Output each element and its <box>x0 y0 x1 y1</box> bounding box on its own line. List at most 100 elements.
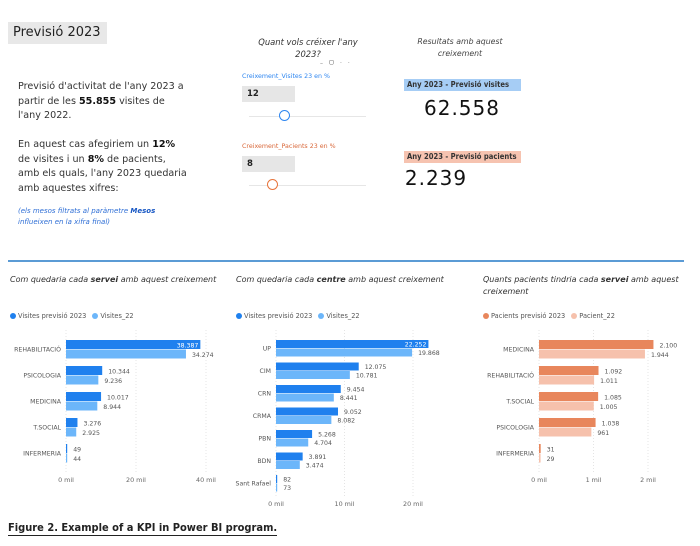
data-label: 38.387 <box>177 343 199 350</box>
visits-growth-percent: 12% <box>152 139 176 150</box>
legend-label: Visites previsió 2023 <box>18 312 87 320</box>
bar[interactable] <box>276 452 303 461</box>
bar[interactable] <box>539 444 541 453</box>
legend-item[interactable]: Visites_22 <box>92 312 134 320</box>
patients-growth-input[interactable]: 8 <box>242 156 295 172</box>
bar[interactable] <box>539 375 595 385</box>
visits-2022-value: 55.855 <box>79 95 117 107</box>
legend-dot-icon <box>236 313 242 319</box>
data-label: 19.868 <box>418 350 440 357</box>
title-bold: servei <box>90 275 119 284</box>
legend-label: Visites_22 <box>100 312 134 320</box>
data-label: 49 <box>73 447 81 454</box>
bar[interactable] <box>66 418 78 427</box>
bar[interactable] <box>66 375 99 385</box>
bar[interactable] <box>66 366 103 375</box>
category-label: CRMA <box>253 413 272 420</box>
bar[interactable] <box>539 366 599 375</box>
bar[interactable] <box>276 371 350 379</box>
bar[interactable] <box>276 438 309 447</box>
intro-text: Previsió d'activitat de l'any 2023 a par… <box>18 81 184 107</box>
data-label: 8.082 <box>337 418 355 425</box>
bar[interactable] <box>539 418 596 427</box>
x-tick-label: 2 mil <box>640 476 656 484</box>
bar[interactable] <box>276 461 300 469</box>
intro-paragraph-1: Previsió d'activitat de l'any 2023 a par… <box>18 80 188 124</box>
x-tick-label: 10 mil <box>335 500 355 508</box>
bar[interactable] <box>276 430 313 438</box>
intro-text: de visites i un <box>18 153 88 165</box>
bar[interactable] <box>276 385 341 393</box>
x-tick-label: 1 mil <box>586 476 602 484</box>
legend-label: Pacient_22 <box>579 312 615 320</box>
bar[interactable] <box>276 340 429 348</box>
bar[interactable] <box>276 348 413 357</box>
bar[interactable] <box>66 392 102 401</box>
section-divider <box>8 260 684 262</box>
data-label: 44 <box>73 456 81 463</box>
data-label: 4.704 <box>314 440 332 447</box>
intro-text: En aquest cas afegiriem un <box>18 139 153 150</box>
legend-item[interactable]: Visites_22 <box>318 312 360 320</box>
legend-dot-icon <box>571 313 578 319</box>
category-label: MEDICINA <box>30 399 62 406</box>
filter-icon[interactable]: ᗜ <box>329 60 340 67</box>
bar[interactable] <box>539 453 541 463</box>
bar[interactable] <box>66 427 77 437</box>
visits-growth-slider-track[interactable] <box>249 116 366 117</box>
bar[interactable] <box>66 340 201 349</box>
visits-growth-input[interactable]: 12 <box>242 86 295 102</box>
x-tick-label: 0 mil <box>268 500 284 508</box>
x-tick-label: 40 mil <box>196 476 216 484</box>
bar[interactable] <box>276 393 334 402</box>
growth-question-title: Quant vols créixer l'any 2023? <box>258 37 358 59</box>
legend-item[interactable]: Visites previsió 2023 <box>236 312 312 320</box>
patients-growth-slider-track[interactable] <box>249 185 366 186</box>
category-label: MEDICINA <box>503 347 535 354</box>
drag-handle-icon[interactable]: – <box>320 60 329 67</box>
title-text: Com quedaria cada <box>10 275 91 284</box>
category-label: UP <box>263 346 272 353</box>
bar[interactable] <box>539 401 594 411</box>
bar[interactable] <box>66 444 68 453</box>
bar[interactable] <box>539 392 599 401</box>
data-label: 10.781 <box>356 373 378 380</box>
chart-centres-visits-title: Com quedaria cada centre amb aquest crei… <box>236 274 456 286</box>
bar[interactable] <box>276 362 359 371</box>
bar[interactable] <box>276 483 278 492</box>
bar[interactable] <box>66 401 98 411</box>
legend-label: Visites_22 <box>326 312 360 320</box>
category-label: PBN <box>258 436 271 443</box>
data-label: 1.085 <box>604 395 622 402</box>
visual-header-icons: –ᗜ·· <box>320 60 356 68</box>
bar[interactable] <box>539 349 645 359</box>
more-options-icon[interactable]: ·· <box>339 60 356 67</box>
legend-item[interactable]: Visites previsió 2023 <box>10 312 86 320</box>
chart-centres-visits-legend: Visites previsió 2023 Visites_22 <box>236 312 363 320</box>
legend-label: Visites previsió 2023 <box>244 312 313 320</box>
note-months-param: Mesos <box>130 207 156 215</box>
legend-dot-icon <box>483 313 489 319</box>
chart-services-visits: 0 mil 20 mil 40 mil REHABILITACIÓ 38.387 34.2… <box>14 330 216 484</box>
legend-item[interactable]: Pacients previsió 2023 <box>483 312 565 320</box>
visits-kpi-value: 62.558 <box>424 96 500 120</box>
legend-label: Pacients previsió 2023 <box>491 312 566 320</box>
data-label: 34.274 <box>192 352 214 359</box>
bar[interactable] <box>66 453 68 463</box>
patients-growth-slider-thumb[interactable] <box>267 179 279 190</box>
legend-item[interactable]: Pacient_22 <box>571 312 615 320</box>
bar[interactable] <box>66 349 186 359</box>
bar[interactable] <box>276 475 278 483</box>
intro-text: visites de l'any 2022. <box>18 95 165 122</box>
intro-text: de pacients, amb els quals, l'any 2023 q… <box>18 153 187 194</box>
visits-growth-slider-thumb[interactable] <box>279 110 291 121</box>
legend-dot-icon <box>92 313 99 319</box>
bar[interactable] <box>539 427 592 437</box>
bar[interactable] <box>539 340 654 349</box>
legend-dot-icon <box>318 313 325 319</box>
bar[interactable] <box>276 407 339 416</box>
page-title: Previsió 2023 <box>8 22 107 44</box>
bar[interactable] <box>276 416 332 424</box>
chart-services-patients: 0 mil 1 mil 2 mil MEDICINA 2.100 1.944 REHABIL… <box>487 330 677 484</box>
visits-growth-label: Creixement_Visites 23 en % <box>242 73 330 80</box>
